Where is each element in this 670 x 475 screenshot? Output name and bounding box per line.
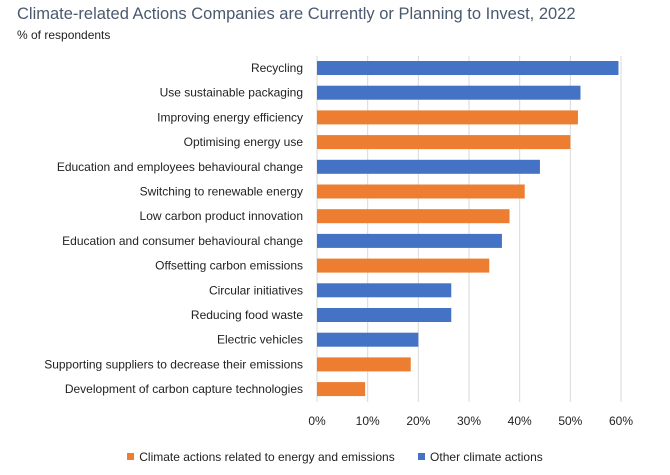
category-label: Improving energy efficiency	[157, 110, 303, 124]
category-label: Development of carbon capture technologi…	[65, 382, 303, 396]
category-label: Optimising energy use	[184, 135, 304, 149]
category-label: Reducing food waste	[191, 308, 303, 322]
legend-item-energy: Climate actions related to energy and em…	[127, 450, 395, 464]
bar-chart: 0% 10% 20% 30% 40% 50% 60% Recycling Use sustain…	[44, 56, 633, 428]
x-tick-label: 40%	[508, 414, 532, 428]
bar	[317, 382, 366, 397]
category-label: Education and employees behavioural chan…	[57, 160, 304, 174]
legend: Climate actions related to energy and em…	[0, 450, 670, 464]
bar	[317, 184, 525, 199]
category-label: Low carbon product innovation	[140, 209, 303, 223]
x-tick-label: 50%	[558, 414, 582, 428]
legend-swatch-energy	[127, 453, 135, 460]
x-tick-label: 20%	[406, 414, 430, 428]
bar	[317, 135, 571, 150]
bar	[317, 332, 419, 347]
bar	[317, 209, 510, 224]
x-tick-label: 60%	[609, 414, 633, 428]
category-label: Use sustainable packaging	[160, 86, 303, 100]
category-label: Offsetting carbon emissions	[155, 259, 303, 273]
bar	[317, 85, 581, 100]
x-tick-label: 30%	[457, 414, 481, 428]
category-label: Supporting suppliers to decrease their e…	[44, 357, 303, 371]
x-tick-label: 10%	[356, 414, 380, 428]
category-label: Circular initiatives	[209, 283, 303, 297]
bar	[317, 110, 578, 125]
bar	[317, 308, 452, 322]
legend-label-other: Other climate actions	[430, 450, 543, 464]
bar	[317, 283, 452, 298]
bar	[317, 258, 490, 273]
legend-item-other: Other climate actions	[418, 450, 543, 464]
chart-subtitle: % of respondents	[17, 28, 111, 42]
bar	[317, 357, 411, 372]
bar	[317, 61, 619, 75]
bar	[317, 233, 502, 248]
category-label: Recycling	[251, 61, 303, 75]
category-label: Education and consumer behavioural chang…	[62, 234, 303, 248]
legend-label-energy: Climate actions related to energy and em…	[139, 450, 395, 464]
bar	[317, 159, 540, 174]
legend-swatch-other	[418, 453, 426, 460]
chart-title: Climate-related Actions Companies are Cu…	[17, 5, 576, 23]
category-label: Switching to renewable energy	[140, 185, 303, 199]
category-label: Electric vehicles	[217, 333, 303, 347]
x-tick-label: 0%	[308, 414, 326, 428]
